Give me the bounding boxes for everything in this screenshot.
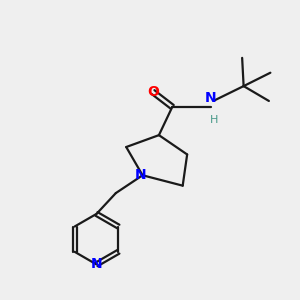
Text: N: N <box>91 257 102 272</box>
Text: O: O <box>147 85 159 99</box>
Text: N: N <box>134 168 146 182</box>
Text: N: N <box>205 92 217 105</box>
Text: H: H <box>210 115 218 125</box>
